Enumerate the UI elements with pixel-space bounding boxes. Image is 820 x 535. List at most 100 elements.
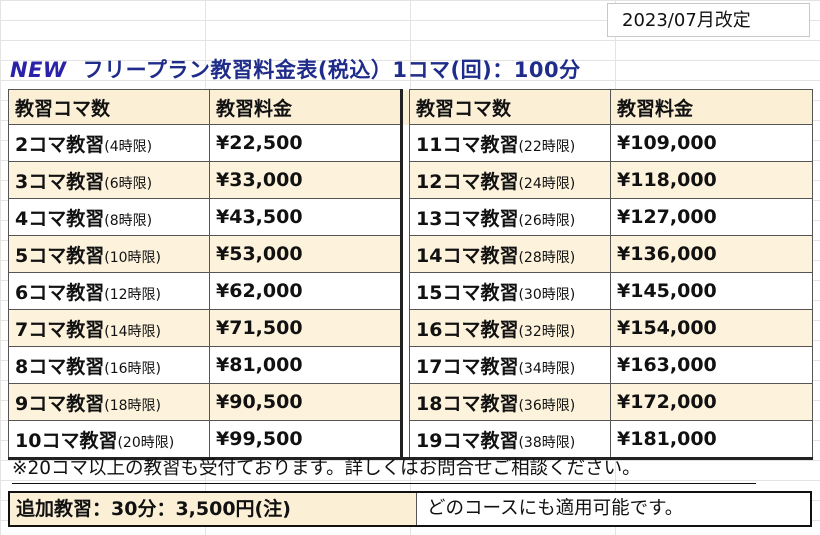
header-course-left: 教習コマ数 [8, 89, 210, 125]
course-name: 17コマ教習 [416, 355, 519, 378]
course-cell-left: 7コマ教習(14時限) [8, 309, 210, 347]
title-text: フリープラン教習料金表(税込）1コマ(回)：100分 [82, 58, 581, 82]
course-name: 14コマ教習 [416, 244, 519, 267]
table-row: 7コマ教習(14時限) ¥71,500 16コマ教習(32時限) ¥154,000 [8, 309, 813, 347]
note-text: ※20コマ以上の教習も受付ております。詳しくはお問合せご相談ください。 [12, 455, 756, 484]
price-cell-right: ¥181,000 [610, 420, 813, 460]
course-hours: (16時限) [104, 360, 161, 377]
course-name: 16コマ教習 [416, 318, 519, 341]
table-row: 8コマ教習(16時限) ¥81,000 17コマ教習(34時限) ¥163,000 [8, 346, 813, 384]
course-hours: (20時限) [117, 434, 175, 451]
course-price: ¥118,000 [617, 169, 717, 191]
price-cell-left: ¥62,000 [209, 272, 403, 310]
course-price: ¥33,000 [216, 169, 303, 191]
course-hours: (18時限) [104, 397, 161, 414]
header-price-left: 教習料金 [209, 89, 403, 125]
price-cell-right: ¥118,000 [610, 161, 813, 199]
course-hours: (28時限) [518, 249, 576, 266]
price-cell-left: ¥22,500 [209, 124, 403, 162]
additional-lesson-description: どのコースにも適用可能です。 [427, 498, 684, 519]
course-name: 4コマ教習 [15, 207, 105, 230]
course-name: 18コマ教習 [416, 392, 519, 415]
header-price-right: 教習料金 [610, 89, 813, 125]
course-hours: (34時限) [518, 360, 576, 377]
course-cell-right: 13コマ教習(26時限) [409, 198, 611, 236]
course-price: ¥145,000 [617, 280, 717, 302]
price-cell-right: ¥172,000 [610, 383, 813, 421]
course-name: 19コマ教習 [416, 429, 519, 452]
course-name: 13コマ教習 [416, 207, 519, 230]
course-name: 9コマ教習 [15, 392, 105, 415]
course-hours: (30時限) [518, 286, 576, 303]
course-cell-right: 11コマ教習(22時限) [409, 124, 611, 162]
course-cell-left: 8コマ教習(16時限) [8, 346, 210, 384]
course-price: ¥172,000 [617, 391, 717, 413]
course-price: ¥154,000 [617, 317, 717, 339]
price-cell-right: ¥163,000 [610, 346, 813, 384]
course-price: ¥62,000 [216, 280, 303, 302]
course-cell-right: 15コマ教習(30時限) [409, 272, 611, 310]
course-cell-left: 6コマ教習(12時限) [8, 272, 210, 310]
course-cell-right: 12コマ教習(24時限) [409, 161, 611, 199]
course-price: ¥90,500 [216, 391, 303, 413]
price-cell-left: ¥43,500 [209, 198, 403, 236]
course-hours: (12時限) [104, 286, 161, 303]
table-header-row: 教習コマ数 教習料金 教習コマ数 教習料金 [8, 89, 813, 125]
course-cell-right: 17コマ教習(34時限) [409, 346, 611, 384]
table-row: 10コマ教習(20時限) ¥99,500 19コマ教習(38時限) ¥181,000 [8, 420, 813, 460]
course-price: ¥22,500 [216, 132, 303, 154]
course-hours: (36時限) [518, 397, 576, 414]
course-cell-right: 18コマ教習(36時限) [409, 383, 611, 421]
price-table: 教習コマ数 教習料金 教習コマ数 教習料金 2コマ教習(4時限) ¥22,500 1… [8, 89, 813, 460]
course-price: ¥53,000 [216, 243, 303, 265]
course-price: ¥163,000 [617, 354, 717, 376]
course-hours: (38時限) [518, 434, 576, 451]
course-cell-left: 4コマ教習(8時限) [8, 198, 210, 236]
course-hours: (6時限) [104, 175, 153, 192]
page-title: NEW フリープラン教習料金表(税込）1コマ(回)：100分 [10, 54, 581, 82]
course-name: 2コマ教習 [15, 133, 105, 156]
price-cell-left: ¥81,000 [209, 346, 403, 384]
course-cell-right: 14コマ教習(28時限) [409, 235, 611, 273]
price-cell-right: ¥109,000 [610, 124, 813, 162]
course-price: ¥109,000 [617, 132, 717, 154]
price-cell-left: ¥33,000 [209, 161, 403, 199]
price-cell-right: ¥145,000 [610, 272, 813, 310]
course-price: ¥136,000 [617, 243, 717, 265]
course-price: ¥43,500 [216, 206, 303, 228]
table-row: 5コマ教習(10時限) ¥53,000 14コマ教習(28時限) ¥136,000 [8, 235, 813, 273]
course-name: 5コマ教習 [15, 244, 105, 267]
course-name: 12コマ教習 [416, 170, 519, 193]
price-cell-left: ¥53,000 [209, 235, 403, 273]
table-row: 4コマ教習(8時限) ¥43,500 13コマ教習(26時限) ¥127,000 [8, 198, 813, 236]
price-cell-left: ¥71,500 [209, 309, 403, 347]
course-price: ¥81,000 [216, 354, 303, 376]
header-course-right: 教習コマ数 [409, 89, 611, 125]
course-cell-left: 3コマ教習(6時限) [8, 161, 210, 199]
price-cell-right: ¥154,000 [610, 309, 813, 347]
course-hours: (14時限) [104, 323, 161, 340]
course-price: ¥71,500 [216, 317, 303, 339]
course-cell-right: 16コマ教習(32時限) [409, 309, 611, 347]
course-name: 3コマ教習 [15, 170, 105, 193]
additional-lesson-box: 追加教習：30分：3,500円(注) どのコースにも適用可能です。 [8, 491, 812, 527]
course-hours: (22時限) [518, 138, 576, 155]
course-hours: (8時限) [104, 212, 153, 229]
course-cell-left: 2コマ教習(4時限) [8, 124, 210, 162]
course-hours: (10時限) [104, 249, 161, 266]
course-name: 15コマ教習 [416, 281, 519, 304]
table-row: 9コマ教習(18時限) ¥90,500 18コマ教習(36時限) ¥172,000 [8, 383, 813, 421]
price-cell-left: ¥99,500 [209, 420, 403, 460]
course-name: 7コマ教習 [15, 318, 105, 341]
course-hours: (32時限) [518, 323, 576, 340]
course-cell-left: 10コマ教習(20時限) [8, 420, 210, 460]
course-hours: (26時限) [518, 212, 576, 229]
course-name: 6コマ教習 [15, 281, 105, 304]
course-price: ¥99,500 [216, 428, 303, 450]
revision-date: 2023/07月改定 [607, 3, 810, 37]
course-hours: (4時限) [104, 138, 153, 155]
table-row: 3コマ教習(6時限) ¥33,000 12コマ教習(24時限) ¥118,000 [8, 161, 813, 199]
price-cell-right: ¥136,000 [610, 235, 813, 273]
new-tag: NEW [10, 58, 67, 82]
course-cell-right: 19コマ教習(38時限) [409, 420, 611, 460]
